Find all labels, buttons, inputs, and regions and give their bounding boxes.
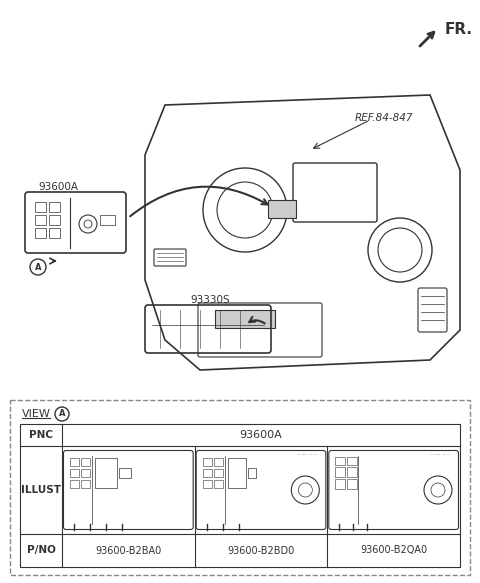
Bar [228, 458, 246, 488]
Text: REF.84-847: REF.84-847 [355, 113, 413, 123]
Text: FR.: FR. [445, 22, 473, 37]
Text: 93600-B2BD0: 93600-B2BD0 [228, 546, 295, 556]
Bar [336, 467, 345, 477]
Bar [70, 480, 79, 488]
Bar [203, 458, 212, 466]
Text: 93330S: 93330S [190, 295, 229, 305]
Text: P/NO: P/NO [26, 546, 55, 556]
Bar [49, 228, 60, 238]
Bar [336, 457, 345, 465]
Bar [336, 479, 345, 489]
Text: A: A [59, 409, 65, 419]
Bar [81, 469, 90, 477]
Bar [49, 215, 60, 225]
Text: PNC: PNC [29, 430, 53, 440]
Text: VIEW: VIEW [22, 409, 51, 419]
Text: A: A [35, 262, 41, 272]
Bar [348, 457, 357, 465]
Bar [348, 467, 357, 477]
Bar [214, 480, 223, 488]
Bar [81, 480, 90, 488]
Bar [49, 202, 60, 212]
Bar [100, 215, 115, 225]
Bar [119, 468, 131, 478]
Bar [215, 310, 275, 328]
Bar [81, 458, 90, 466]
Bar [10, 400, 470, 575]
Bar [248, 468, 256, 478]
Text: -- ----  -- --: -- ---- -- -- [430, 452, 450, 456]
Text: 93600A: 93600A [240, 430, 282, 440]
Bar [35, 202, 46, 212]
Bar [70, 469, 79, 477]
Text: 93600A: 93600A [38, 182, 78, 192]
Bar [214, 458, 223, 466]
Bar [95, 458, 117, 488]
Bar [214, 469, 223, 477]
Bar [35, 215, 46, 225]
Bar [203, 469, 212, 477]
Text: ILLUST: ILLUST [21, 485, 61, 495]
Bar [35, 228, 46, 238]
Text: 93600-B2BA0: 93600-B2BA0 [95, 546, 161, 556]
Bar [268, 200, 296, 218]
Bar [20, 424, 460, 567]
Bar [203, 480, 212, 488]
Bar [70, 458, 79, 466]
Bar [348, 479, 357, 489]
Text: -- ----  -- --: -- ---- -- -- [297, 452, 317, 456]
Text: 93600-B2QA0: 93600-B2QA0 [360, 546, 427, 556]
